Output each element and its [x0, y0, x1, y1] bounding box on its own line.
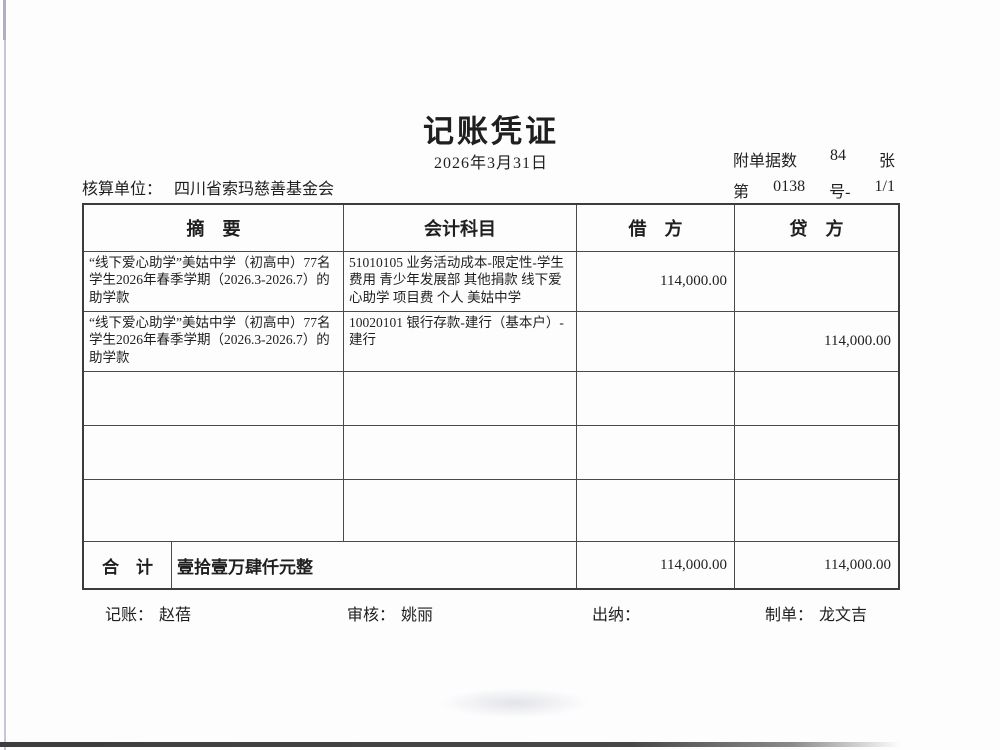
row4-account: [344, 426, 577, 479]
bookkeeper-signature: 记账： 赵蓓: [105, 601, 191, 625]
bookkeeper-label: 记账：: [105, 607, 154, 624]
page-number: 1/1: [874, 178, 895, 195]
row5-debit: [577, 480, 735, 541]
voucher-table: 摘 要 会计科目 借 方 贷 方 “线下爱心助学”美姑中学（初高中）77名学生2…: [82, 203, 900, 590]
row2-credit: 114,000.00: [824, 333, 891, 349]
row2-summary: “线下爱心助学”美姑中学（初高中）77名学生2026年春季学期（2026.3-2…: [89, 315, 331, 365]
table-row: [84, 372, 898, 426]
reviewer-label: 审核：: [347, 607, 396, 624]
reviewer-name: 姚丽: [401, 607, 434, 624]
attachment-unit: 张: [878, 153, 895, 170]
voucher-meta-block: 附单据数 84 张 第 0138 号- 1/1: [733, 147, 895, 209]
voucher-date: 2026年3月31日: [433, 155, 548, 172]
total-debit: 114,000.00: [577, 542, 735, 588]
header-account: 会计科目: [344, 205, 577, 251]
table-header-row: 摘 要 会计科目 借 方 贷 方: [84, 205, 898, 252]
row5-summary: [84, 480, 344, 541]
accounting-unit-line: 核算单位： 四川省索玛慈善基金会: [82, 175, 334, 199]
row4-credit: [735, 426, 898, 479]
scan-smudge: [440, 688, 590, 718]
attachment-count: 84: [830, 147, 846, 164]
unit-label: 核算单位：: [82, 181, 163, 198]
reviewer-signature: 审核： 姚丽: [347, 601, 433, 625]
total-credit: 114,000.00: [824, 556, 891, 573]
voucher-title: 记账凭证: [423, 114, 559, 149]
row1-summary: “线下爱心助学”美姑中学（初高中）77名学生2026年春季学期（2026.3-2…: [89, 255, 331, 305]
voucher-number-row: 第 0138 号- 1/1: [733, 178, 895, 202]
bookkeeper-name: 赵蓓: [159, 607, 192, 624]
total-row: 合 计 壹拾壹万肆仟元整 114,000.00 114,000.00: [84, 542, 898, 588]
attachment-count-row: 附单据数 84 张: [733, 147, 895, 171]
row1-debit: 114,000.00: [577, 252, 735, 311]
unit-name: 四川省索玛慈善基金会: [174, 181, 335, 198]
cashier-signature: 出纳：: [592, 601, 646, 625]
header-credit: 贷 方: [789, 219, 844, 239]
total-label: 合 计: [84, 542, 172, 588]
row4-summary: [84, 426, 344, 479]
total-amount-in-words: 壹拾壹万肆仟元整: [172, 542, 577, 588]
attachment-label: 附单据数: [733, 153, 798, 170]
preparer-label: 制单：: [765, 607, 814, 624]
table-row: [84, 480, 898, 542]
voucher-number: 0138: [773, 178, 806, 195]
preparer-name: 龙文吉: [819, 607, 868, 624]
table-row: [84, 426, 898, 480]
header-summary: 摘 要: [84, 205, 344, 251]
preparer-signature: 制单： 龙文吉: [765, 601, 867, 625]
row5-account: [344, 480, 577, 541]
row5-credit: [735, 480, 898, 541]
row3-summary: [84, 372, 344, 425]
row3-credit: [735, 372, 898, 425]
table-row: “线下爱心助学”美姑中学（初高中）77名学生2026年春季学期（2026.3-2…: [84, 252, 898, 312]
cashier-label: 出纳：: [592, 607, 641, 624]
scan-left-edge: [4, 0, 6, 750]
row1-credit: [735, 252, 898, 311]
row3-debit: [577, 372, 735, 425]
row4-debit: [577, 426, 735, 479]
scan-left-edge-top: [3, 0, 6, 40]
header-debit: 借 方: [577, 205, 735, 251]
number-suffix: 号-: [829, 184, 851, 201]
row2-debit: [577, 312, 735, 371]
row3-account: [344, 372, 577, 425]
scan-bottom-edge: [0, 742, 900, 747]
table-row: “线下爱心助学”美姑中学（初高中）77名学生2026年春季学期（2026.3-2…: [84, 312, 898, 372]
row2-account: 10020101 银行存款-建行（基本户）-建行: [349, 315, 564, 348]
row1-account: 51010105 业务活动成本-限定性-学生费用 青少年发展部 其他捐款 线下爱…: [349, 255, 564, 305]
number-prefix: 第: [733, 184, 750, 201]
